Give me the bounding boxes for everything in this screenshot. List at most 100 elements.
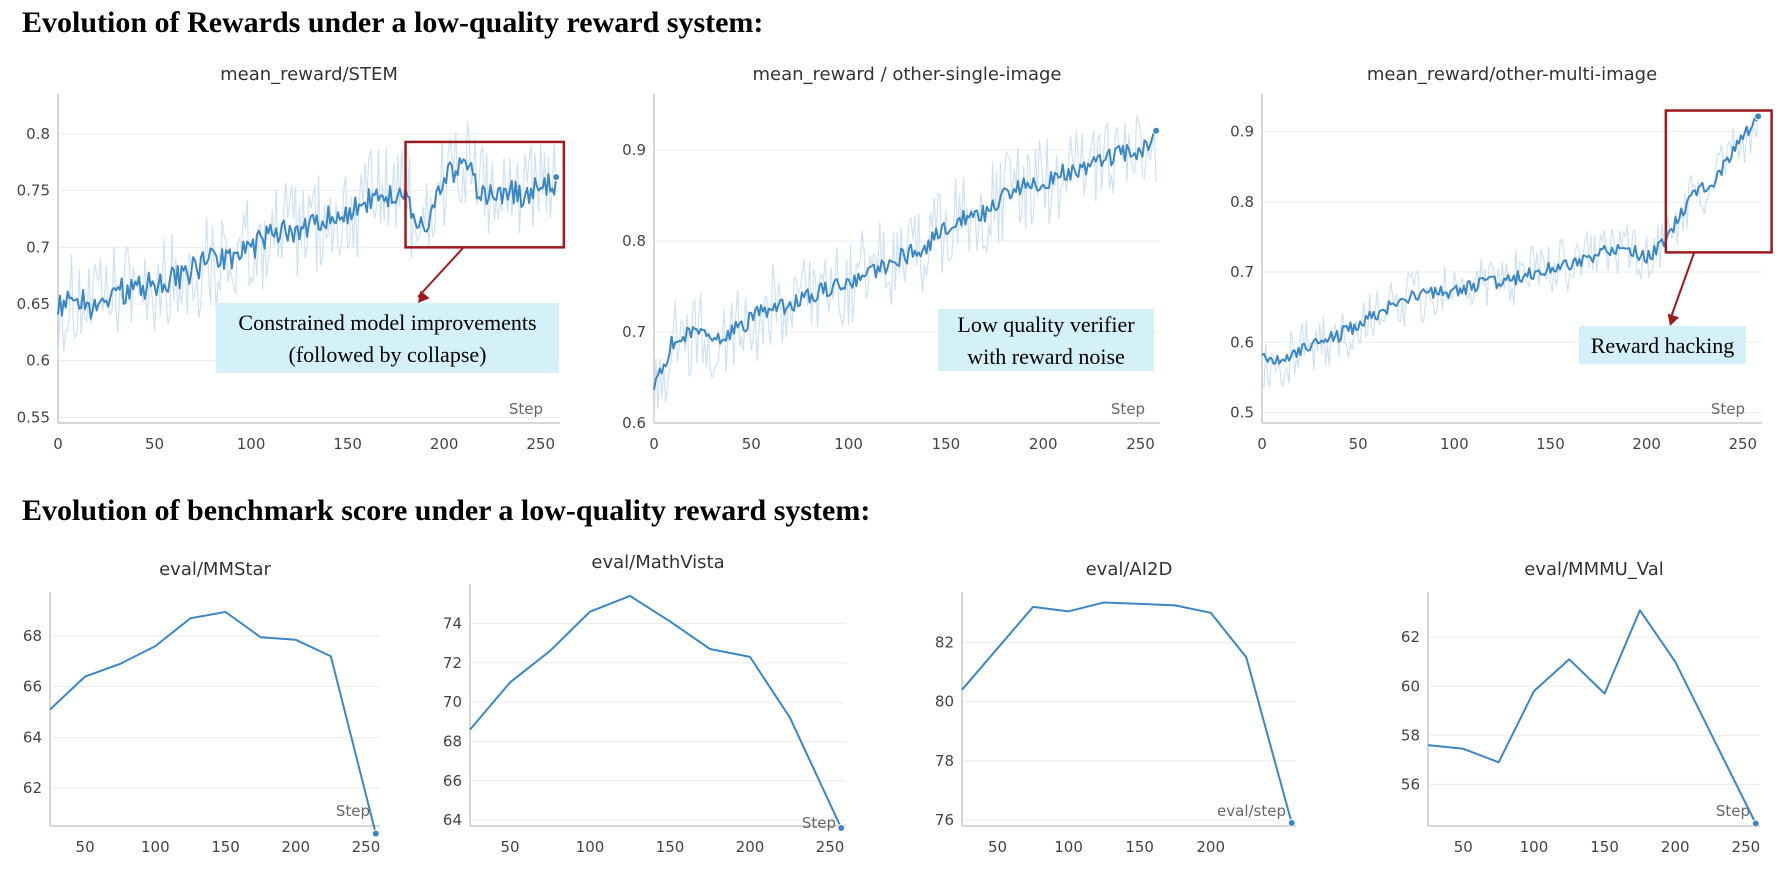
x-tick-label: 0	[53, 435, 63, 453]
x-tick-label: 100	[1054, 838, 1083, 856]
highlight-box	[1664, 109, 1773, 254]
y-tick-label: 72	[443, 654, 462, 672]
x-tick-label: 250	[352, 838, 381, 856]
y-tick-label: 64	[443, 811, 462, 829]
x-axis-label: eval/step	[1217, 802, 1286, 820]
chart-panel-7: eval/MMMU_Val 56 58 60 62 50 100 150 200 250 Step	[1401, 559, 1760, 856]
x-tick-label: 0	[649, 435, 659, 453]
chart-title: eval/MathVista	[591, 552, 724, 573]
x-tick-label: 200	[281, 838, 310, 856]
arrow-head	[1667, 313, 1680, 326]
chart-title: eval/MMMU_Val	[1524, 559, 1664, 580]
annotation-arrow	[417, 247, 464, 298]
x-tick-label: 150	[656, 838, 685, 856]
x-tick-label: 100	[237, 435, 266, 453]
arrow-head	[418, 290, 430, 303]
y-tick-label: 0.7	[622, 323, 646, 341]
chart-title: mean_reward / other-single-image	[752, 64, 1061, 85]
x-tick-label: 250	[1732, 838, 1761, 856]
series-line	[1261, 115, 1760, 365]
chart-panel-4: eval/MMStar 62 64 66 68 50 100 150 200 250 Step	[23, 559, 380, 856]
x-tick-label: 250	[1728, 435, 1757, 453]
annotation-text: Low quality verifier	[957, 312, 1135, 337]
x-tick-label: 100	[834, 435, 863, 453]
chart-panel-5: eval/MathVista 64 66 68 70 72 74 50 100 150 200 250…	[443, 552, 846, 856]
x-tick-label: 100	[141, 838, 170, 856]
x-tick-label: 200	[1632, 435, 1661, 453]
y-tick-label: 60	[1401, 677, 1420, 695]
chart-title: mean_reward/other-multi-image	[1367, 64, 1657, 85]
annotation-arrow	[1669, 252, 1695, 321]
y-tick-label: 0.6	[26, 352, 50, 370]
annotation-text: Constrained model improvements	[238, 310, 536, 335]
chart-panel-3: mean_reward/other-multi-image 0.5 0.6 0.7 0.…	[1230, 64, 1773, 453]
y-tick-label: 0.9	[1230, 123, 1254, 141]
x-tick-label: 50	[76, 838, 95, 856]
y-tick-label: 64	[23, 728, 42, 746]
x-tick-label: 50	[500, 838, 519, 856]
y-tick-label: 78	[935, 752, 954, 770]
annotation-text: (followed by collapse)	[289, 342, 487, 367]
y-tick-label: 56	[1401, 775, 1420, 793]
y-tick-label: 66	[443, 772, 462, 790]
y-tick-label: 0.5	[1230, 403, 1254, 421]
y-tick-label: 0.7	[1230, 263, 1254, 281]
end-point-marker	[1152, 126, 1161, 135]
x-tick-label: 100	[1440, 435, 1469, 453]
highlight-box	[404, 140, 566, 249]
chart-panel-2: mean_reward / other-single-image 0.6 0.7 0.…	[622, 64, 1161, 453]
x-tick-label: 150	[1590, 838, 1619, 856]
y-tick-label: 76	[935, 811, 954, 829]
end-point-marker	[1754, 112, 1763, 121]
x-tick-label: 50	[1349, 435, 1368, 453]
x-tick-label: 200	[430, 435, 459, 453]
y-tick-label: 82	[935, 633, 954, 651]
chart-panel-1: mean_reward/STEM 0.55 0.6 0.65 0.7 0.75 0.8 0 50…	[17, 64, 566, 453]
y-tick-label: 0.55	[17, 408, 50, 426]
y-tick-label: 0.9	[622, 141, 646, 159]
x-tick-label: 50	[988, 838, 1007, 856]
rewards-section-title: Evolution of Rewards under a low-quality…	[22, 6, 764, 39]
x-tick-label: 200	[1029, 435, 1058, 453]
y-tick-label: 0.6	[622, 414, 646, 432]
chart-title: mean_reward/STEM	[220, 64, 398, 85]
x-tick-label: 100	[576, 838, 605, 856]
end-point-marker	[1287, 819, 1296, 828]
chart-title: eval/AI2D	[1086, 559, 1173, 580]
x-axis-label: Step	[336, 802, 370, 820]
x-tick-label: 150	[211, 838, 240, 856]
y-tick-label: 74	[443, 614, 462, 632]
series-line	[1427, 609, 1757, 824]
y-tick-label: 58	[1401, 726, 1420, 744]
annotation-text: Reward hacking	[1591, 333, 1735, 358]
x-tick-label: 250	[526, 435, 555, 453]
y-tick-label: 0.7	[26, 238, 50, 256]
y-tick-label: 0.65	[17, 295, 50, 313]
x-tick-label: 150	[1536, 435, 1565, 453]
series-line	[653, 129, 1157, 390]
benchmark-section-title: Evolution of benchmark score under a low…	[22, 494, 871, 527]
annotation-box	[938, 309, 1154, 371]
raw-reward-line	[1261, 116, 1759, 389]
y-tick-label: 80	[935, 693, 954, 711]
y-tick-label: 68	[443, 732, 462, 750]
x-tick-label: 50	[1454, 838, 1473, 856]
y-tick-label: 0.75	[17, 182, 50, 200]
x-tick-label: 150	[1125, 838, 1154, 856]
y-tick-label: 0.8	[26, 125, 50, 143]
x-tick-label: 150	[333, 435, 362, 453]
x-tick-label: 250	[816, 838, 845, 856]
x-axis-label: Step	[1711, 400, 1745, 418]
annotation-box	[216, 303, 559, 373]
end-point-marker	[371, 829, 380, 838]
y-tick-label: 0.6	[1230, 333, 1254, 351]
y-tick-label: 0.8	[1230, 193, 1254, 211]
annotation-box	[1579, 326, 1746, 364]
y-tick-label: 68	[23, 627, 42, 645]
end-point-marker	[1751, 819, 1760, 828]
y-tick-label: 70	[443, 693, 462, 711]
annotation-text: with reward noise	[967, 344, 1125, 369]
x-tick-label: 50	[145, 435, 164, 453]
x-tick-label: 200	[1196, 838, 1225, 856]
